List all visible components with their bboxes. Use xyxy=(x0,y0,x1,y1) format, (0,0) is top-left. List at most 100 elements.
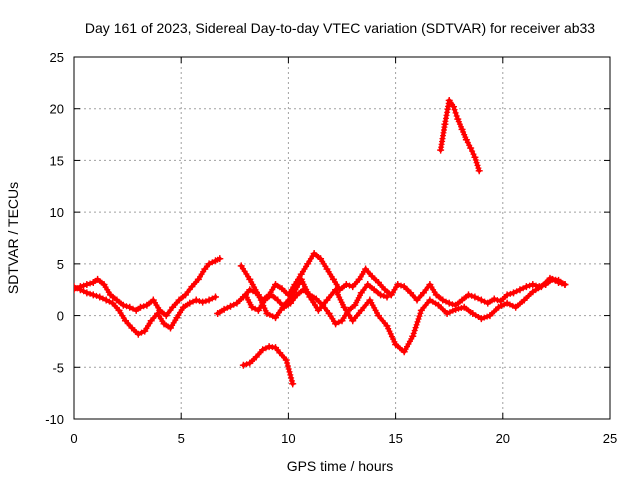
data-point xyxy=(366,296,374,304)
data-point xyxy=(254,306,262,314)
data-point xyxy=(192,296,200,304)
data-point xyxy=(259,346,267,354)
data-point xyxy=(297,275,305,283)
y-tick-label: 0 xyxy=(57,309,64,324)
series-drop-trace xyxy=(239,343,297,388)
data-point xyxy=(261,296,269,304)
data-point xyxy=(96,293,104,301)
data-point xyxy=(76,286,84,294)
data-point xyxy=(407,289,415,297)
series-high-trace xyxy=(437,96,483,175)
data-point xyxy=(445,299,453,307)
grid-lines xyxy=(74,57,610,419)
series-main-trace-e xyxy=(242,281,391,328)
data-point xyxy=(432,291,440,299)
data-point xyxy=(503,299,511,307)
data-point xyxy=(409,332,417,340)
data-point xyxy=(469,310,477,318)
data-point xyxy=(201,265,209,273)
data-point xyxy=(272,314,280,322)
data-point xyxy=(497,297,505,305)
data-point xyxy=(338,317,346,325)
data-point xyxy=(134,330,142,338)
data-point xyxy=(267,291,275,299)
series-main-trace-a xyxy=(74,255,224,320)
data-point xyxy=(368,272,376,280)
data-point xyxy=(179,303,187,311)
series-line xyxy=(241,344,295,386)
data-point xyxy=(495,303,503,311)
data-point xyxy=(149,296,157,304)
data-point xyxy=(342,281,350,289)
y-axis-label: SDTVAR / TECUs xyxy=(5,182,21,294)
data-point xyxy=(477,315,485,323)
data-point xyxy=(374,312,382,320)
data-point xyxy=(383,322,391,330)
data-point xyxy=(387,291,395,299)
series-main-trace-d xyxy=(237,262,569,356)
data-point xyxy=(126,303,134,311)
data-point xyxy=(233,299,241,307)
data-point xyxy=(304,260,312,268)
data-point xyxy=(439,296,447,304)
data-point xyxy=(510,289,518,297)
x-tick-label: 10 xyxy=(281,431,295,446)
data-point xyxy=(186,299,194,307)
x-tick-label: 25 xyxy=(603,431,617,446)
data-point xyxy=(293,291,301,299)
data-point xyxy=(357,306,365,314)
data-point xyxy=(445,96,453,104)
data-point xyxy=(434,301,442,309)
data-point xyxy=(248,303,256,311)
chart-title: Day 161 of 2023, Sidereal Day-to-day VTE… xyxy=(85,20,595,36)
data-point xyxy=(362,265,370,273)
data-point xyxy=(419,289,427,297)
series-main-trace-b xyxy=(74,283,220,338)
data-point xyxy=(299,286,307,294)
data-point xyxy=(351,301,359,309)
y-tick-label: 10 xyxy=(50,205,64,220)
data-point xyxy=(443,310,451,318)
data-point xyxy=(119,301,127,309)
x-tick-label: 5 xyxy=(178,431,185,446)
data-point xyxy=(199,298,207,306)
data-point xyxy=(276,349,284,357)
data-point xyxy=(287,299,295,307)
data-point xyxy=(227,302,235,310)
data-point xyxy=(154,310,162,318)
data-point xyxy=(484,299,492,307)
y-tick-label: 25 xyxy=(50,50,64,65)
data-point xyxy=(162,312,170,320)
data-point xyxy=(106,291,114,299)
series-markers xyxy=(238,262,568,355)
data-point xyxy=(121,317,129,325)
series-line xyxy=(239,263,567,354)
data-point xyxy=(503,291,511,299)
data-point xyxy=(89,291,97,299)
data-point xyxy=(400,283,408,291)
data-point xyxy=(512,303,520,311)
data-point xyxy=(464,291,472,299)
data-point xyxy=(181,291,189,299)
y-tick-label: -10 xyxy=(45,412,64,427)
data-point xyxy=(212,293,220,301)
data-point xyxy=(392,341,400,349)
data-point xyxy=(265,343,273,351)
data-point xyxy=(169,303,177,311)
data-point xyxy=(214,310,222,318)
data-point xyxy=(437,146,445,154)
series-markers xyxy=(74,255,223,319)
data-point xyxy=(325,310,333,318)
data-point xyxy=(426,296,434,304)
data-point xyxy=(246,275,254,283)
data-point xyxy=(374,278,382,286)
x-tick-label: 20 xyxy=(496,431,510,446)
data-point xyxy=(332,286,340,294)
data-point xyxy=(400,348,408,356)
data-point xyxy=(109,299,117,307)
data-point xyxy=(329,275,337,283)
data-point xyxy=(529,288,537,296)
data-point xyxy=(475,167,483,175)
data-point xyxy=(246,359,254,367)
